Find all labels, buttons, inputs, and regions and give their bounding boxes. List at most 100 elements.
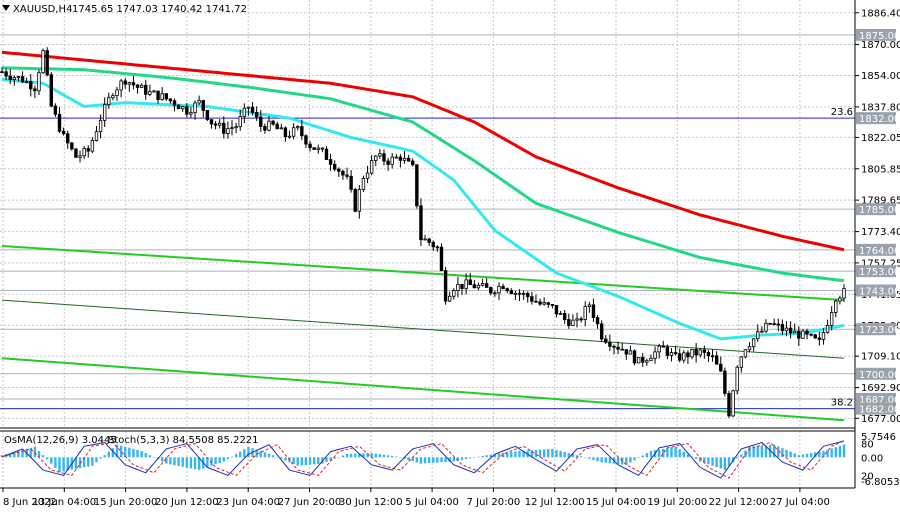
osma-bar (29, 447, 32, 458)
candle-body (41, 50, 45, 74)
osma-bar (271, 455, 275, 458)
candle-body (599, 323, 604, 340)
candle-body (197, 100, 201, 104)
price-level-tags: 1875.00 1832.00 1785.00 1764.00 1753.00 1743.… (856, 28, 900, 416)
osma-bar (66, 457, 69, 471)
osma-bar (255, 449, 258, 458)
candle-body (706, 352, 711, 357)
candle-body (641, 356, 645, 363)
osma-bar (785, 449, 788, 458)
osma-bar (21, 449, 24, 458)
price-tick-label: 1757.25 (861, 258, 900, 269)
osma-bar (579, 456, 583, 458)
candle-body (583, 306, 587, 320)
candle-body (90, 140, 95, 152)
candle-body (53, 105, 58, 115)
candle-body (558, 313, 563, 315)
osma-bar (703, 457, 706, 463)
osma-bar (464, 457, 468, 460)
osma-bar (547, 449, 550, 458)
osma-bar (103, 455, 106, 458)
candle-body (686, 352, 690, 358)
candle-body (406, 157, 411, 162)
candle-body (653, 351, 657, 359)
price-tick-label: 1677.00 (861, 414, 900, 425)
osma-bar (637, 457, 640, 458)
candle-body (723, 370, 727, 394)
osma-bar (456, 457, 460, 461)
osma-bar (0, 455, 4, 458)
osma-bar (115, 444, 119, 458)
candle-body (246, 106, 251, 109)
candle-body (374, 155, 378, 161)
osma-bar (801, 454, 805, 458)
osma-bar (678, 449, 681, 458)
osma-bar (481, 455, 484, 458)
candle-body (127, 82, 132, 85)
osma-bar (312, 457, 316, 465)
candlestick-series (0, 47, 846, 418)
candle-body (776, 323, 780, 326)
osma-bar (715, 457, 718, 468)
candle-body (604, 338, 608, 343)
candle-body (217, 122, 222, 126)
candle-body (189, 112, 193, 115)
candle-body (57, 113, 62, 132)
candle-body (657, 345, 661, 353)
candle-body (678, 353, 682, 361)
candle-body (250, 106, 255, 113)
price-level-tag-label: 1832.00 (859, 114, 900, 125)
candle-body (353, 188, 357, 212)
price-level-tag (856, 392, 896, 405)
candle-body (530, 296, 534, 302)
candle-body (275, 123, 279, 130)
collapse-arrow-icon[interactable] (2, 5, 10, 11)
osma-bar (325, 457, 328, 462)
candle-body (493, 292, 497, 295)
osma-bar (230, 456, 234, 458)
candle-body (838, 297, 842, 302)
osma-bar (542, 449, 546, 458)
candle-body (788, 327, 793, 334)
osma-bar (218, 457, 221, 463)
price-level-tag-label: 1700.00 (859, 370, 900, 381)
candle-body (0, 71, 4, 74)
time-tick-label: 20 Jun 12:00 (155, 497, 219, 508)
candle-body (349, 175, 353, 190)
candle-body (320, 147, 325, 150)
osma-bar (772, 444, 776, 458)
candle-body (254, 112, 259, 118)
candle-body (382, 153, 386, 162)
price-tick-label: 1837.80 (861, 102, 900, 113)
candle-body (636, 356, 641, 364)
candle-body (595, 317, 600, 325)
osma-bar (567, 453, 571, 458)
candle-body (591, 304, 596, 318)
candle-body (263, 126, 267, 131)
candle-body (526, 292, 530, 298)
osma-bar (37, 450, 41, 458)
osma-bar (345, 453, 349, 458)
candle-body (756, 331, 760, 340)
candle-body (308, 143, 312, 149)
osma-bar (308, 457, 312, 465)
osma-bar (423, 457, 427, 464)
candle-body (419, 205, 423, 241)
osma-bar (62, 457, 65, 472)
price-level-tag-label: 1875.00 (859, 31, 900, 42)
candle-body (698, 349, 702, 356)
candle-body (719, 363, 723, 372)
osma-bar (87, 457, 90, 467)
candle-body (534, 300, 538, 303)
candle-body (135, 84, 140, 88)
candle-body (115, 89, 119, 97)
osma-bar (95, 457, 98, 463)
candle-body (661, 345, 665, 348)
osma-bar (777, 446, 780, 458)
price-level-tag (856, 284, 896, 297)
osma-bar (506, 452, 509, 458)
osma-bar (538, 449, 542, 458)
osma-bar (152, 457, 156, 458)
osma-bar (551, 448, 554, 458)
osma-bar (633, 457, 636, 461)
